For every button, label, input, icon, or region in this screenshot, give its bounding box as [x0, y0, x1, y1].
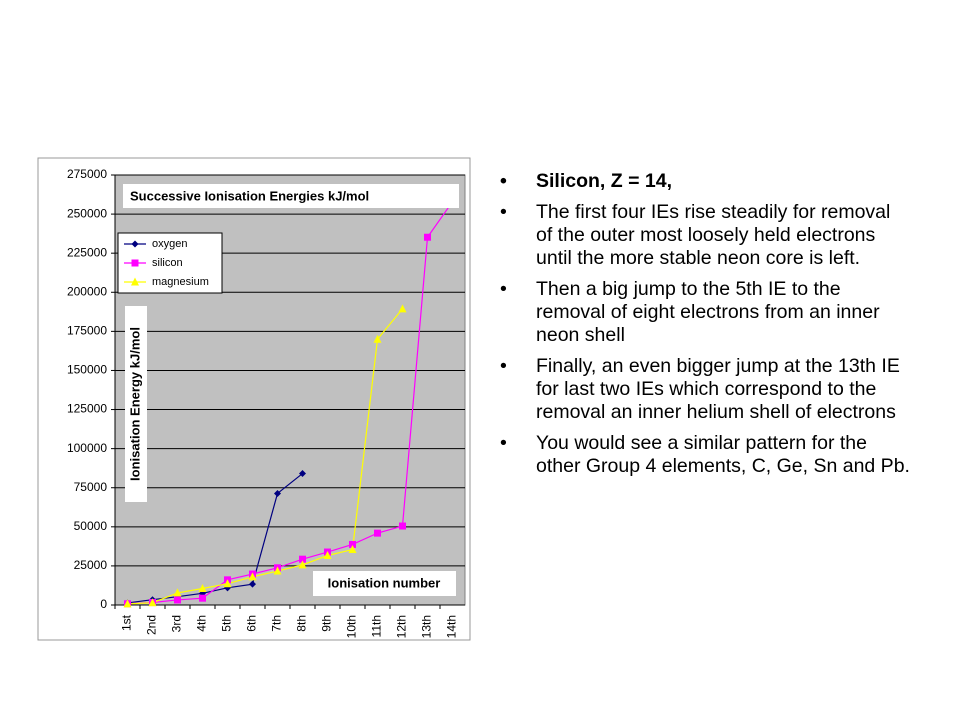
chart: 0 25000 50000 75000 100000 125000 150000 175000… [37, 157, 471, 641]
series-line [127, 473, 303, 604]
x-tick-label: 13th [420, 615, 434, 638]
data-point [299, 470, 306, 478]
chart-title: Successive Ionisation Energies kJ/mol [130, 188, 369, 203]
x-tick-label: 4th [195, 615, 209, 632]
x-label-box [313, 571, 456, 596]
y-tick-label: 175000 [67, 324, 107, 338]
data-point [274, 489, 281, 497]
legend-label: magnesium [152, 276, 209, 288]
legend-marker [131, 240, 139, 248]
data-point [323, 551, 332, 560]
y-tick-label: 200000 [67, 284, 107, 298]
x-tick-label: 11th [370, 615, 384, 637]
legend-marker [131, 259, 139, 267]
data-point [399, 522, 406, 530]
data-point [348, 545, 357, 554]
data-point [223, 579, 232, 588]
y-tick-label: 250000 [67, 206, 107, 220]
data-point [349, 540, 356, 548]
x-tick-label: 3rd [170, 615, 184, 632]
x-tick-label: 9th [320, 615, 334, 632]
data-point [198, 584, 207, 593]
legend-label: oxygen [152, 238, 187, 250]
legend-marker [131, 277, 139, 286]
y-tick-label: 275000 [67, 167, 107, 181]
bullet-list: Silicon, Z = 14, The first four IEs rise … [500, 170, 910, 486]
title-box [123, 184, 459, 208]
y-tick-label: 25000 [74, 558, 108, 572]
x-tick-label: 6th [245, 615, 259, 632]
series-line [127, 201, 453, 605]
bullet: Silicon, Z = 14, [500, 170, 910, 193]
data-point [398, 304, 407, 313]
x-tick-label: 10th [345, 615, 359, 638]
data-point [174, 596, 181, 604]
data-point [123, 599, 132, 608]
data-point [173, 588, 182, 597]
data-point [298, 560, 307, 569]
x-tick-label: 2nd [145, 615, 159, 635]
data-point [299, 555, 306, 563]
y-tick-label: 100000 [67, 441, 107, 455]
y-tick-label: 75000 [74, 480, 108, 494]
bullet: You would see a similar pattern for the … [500, 432, 910, 478]
x-tick-label: 12th [395, 615, 409, 638]
data-point [249, 580, 256, 588]
data-point [273, 566, 282, 575]
bullet: Finally, an even bigger jump at the 13th… [500, 355, 910, 424]
y-label-box [125, 306, 147, 502]
y-tick-label: 225000 [67, 245, 107, 259]
bullet: Then a big jump to the 5th IE to the rem… [500, 278, 910, 347]
data-point [248, 572, 257, 581]
y-tick-label: 125000 [67, 402, 107, 416]
series-line [127, 308, 403, 605]
x-tick-label: 14th [445, 615, 459, 638]
data-point [424, 233, 431, 241]
x-axis-label: Ionisation number [328, 575, 441, 590]
x-tick-label: 5th [220, 615, 234, 632]
y-tick-label: 0 [100, 597, 107, 611]
bullet: The first four IEs rise steadily for rem… [500, 201, 910, 270]
y-tick-label: 50000 [74, 519, 108, 533]
data-point [148, 598, 157, 607]
y-tick-label: 150000 [67, 363, 107, 377]
x-tick-label: 1st [120, 614, 134, 631]
data-point [374, 529, 381, 537]
legend-label: silicon [152, 257, 183, 269]
y-axis-label: Ionisation Energy kJ/mol [127, 327, 142, 481]
x-tick-label: 8th [295, 615, 309, 632]
data-point [199, 594, 206, 602]
x-tick-label: 7th [270, 615, 284, 632]
data-point [373, 334, 382, 343]
